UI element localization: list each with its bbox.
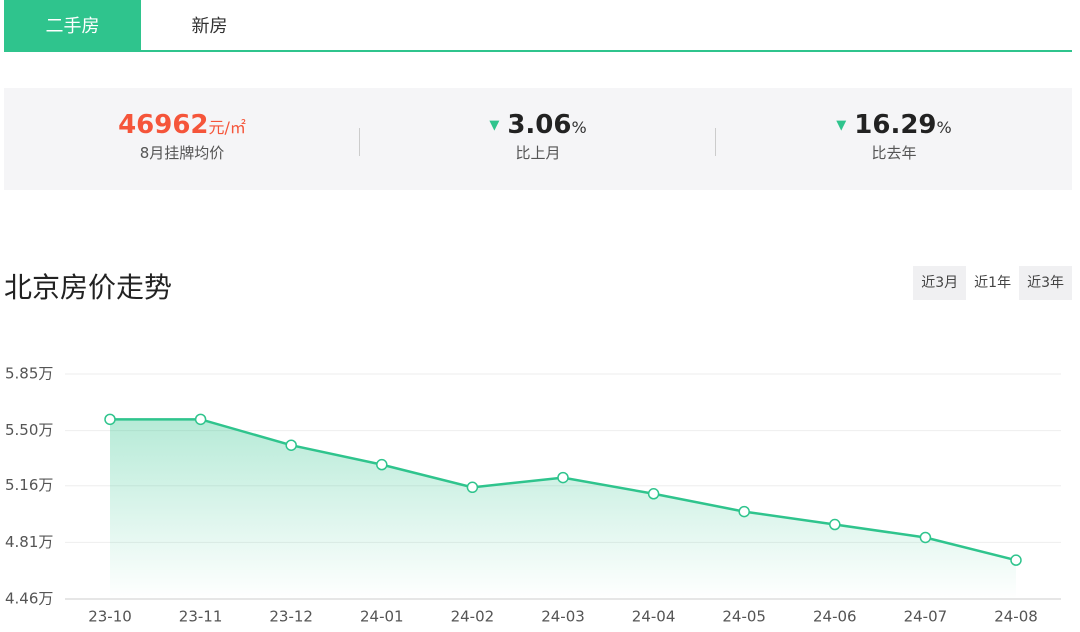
- x-tick-label: 24-04: [632, 608, 676, 626]
- point: [376, 458, 388, 471]
- y-tick-label: 5.16万: [5, 476, 53, 494]
- range-button[interactable]: 近3年: [1019, 266, 1072, 300]
- y-tick-label: 4.46万: [5, 590, 53, 608]
- area: [110, 419, 1016, 599]
- point: [285, 439, 297, 451]
- point: [104, 413, 116, 426]
- point: [466, 481, 479, 494]
- tab[interactable]: 新房: [191, 16, 228, 37]
- separator: [359, 128, 360, 156]
- chart: 4.46万 4.81万 5.16万 5.50万 5.85万 23-10 23-11 23-12…: [5, 365, 1061, 626]
- x-tick-label: 24-01: [360, 608, 404, 626]
- y-tick-label: 5.85万: [5, 365, 53, 383]
- stat-value: 16.29: [854, 110, 937, 140]
- point: [194, 413, 207, 426]
- trend-icon: ▼: [489, 118, 500, 133]
- stat: ▼ 3.06% 比上月: [360, 110, 716, 163]
- point: [647, 488, 660, 500]
- stat: 46962元/㎡ 8月挂牌均价: [4, 110, 360, 163]
- tab[interactable]: 二手房: [4, 0, 141, 50]
- point: [557, 471, 569, 484]
- x-tick-label: 23-10: [88, 608, 132, 626]
- stat-label: 8月挂牌均价: [139, 144, 225, 162]
- stat: ▼ 16.29% 比去年: [716, 110, 1072, 163]
- x-tick-label: 24-06: [813, 608, 857, 626]
- x-tick-label: 23-11: [179, 608, 223, 626]
- x-tick-label: 23-12: [269, 608, 313, 626]
- range-button[interactable]: 近3月: [913, 266, 967, 300]
- x-tick-label: 24-05: [722, 608, 766, 626]
- stat-unit: 元/㎡: [208, 118, 246, 137]
- x-tick-label: 24-02: [451, 608, 495, 626]
- x-tick-label: 24-07: [904, 608, 948, 626]
- range-button[interactable]: 近1年: [966, 266, 1020, 300]
- point: [1010, 554, 1022, 566]
- y-tick-label: 5.50万: [5, 421, 53, 439]
- stat-unit: %: [571, 118, 587, 137]
- stat-unit: %: [936, 118, 952, 137]
- stats-panel: 46962元/㎡ 8月挂牌均价 ▼ 3.06% 比上月 ▼ 16.29% 比去年: [4, 88, 1072, 190]
- point: [738, 505, 750, 518]
- x-tick-label: 24-03: [541, 608, 585, 626]
- stat-value: 3.06: [507, 110, 572, 140]
- x-tick-label: 24-08: [994, 608, 1038, 626]
- trend-icon: ▼: [836, 118, 847, 133]
- point: [829, 518, 841, 531]
- section-title: 北京房价走势: [4, 271, 173, 304]
- y-tick-label: 4.81万: [5, 533, 53, 551]
- range-buttons: 近3月 近1年 近3年: [913, 266, 1072, 300]
- point: [919, 531, 932, 544]
- stat-label: 比上月: [515, 144, 561, 162]
- tab-bar: 二手房 新房: [4, 0, 1072, 52]
- stat-label: 比去年: [871, 144, 917, 162]
- stat-value: 46962: [118, 110, 209, 140]
- separator: [715, 128, 716, 156]
